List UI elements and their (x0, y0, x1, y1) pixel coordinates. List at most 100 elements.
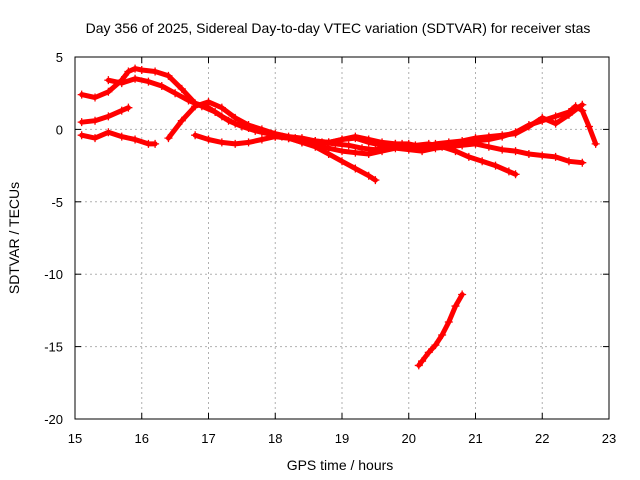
data-point (184, 96, 193, 105)
data-point (538, 116, 547, 125)
data-point (364, 135, 373, 144)
series-track-3 (77, 103, 133, 127)
x-tick-label: 17 (201, 431, 215, 446)
data-point (484, 142, 493, 151)
data-point (151, 67, 160, 76)
x-axis-label: GPS time / hours (287, 457, 394, 473)
data-point (117, 79, 126, 88)
data-point (444, 139, 453, 148)
data-point (511, 170, 520, 179)
data-point (144, 77, 153, 86)
data-point (124, 103, 133, 112)
data-point (451, 302, 460, 311)
series-trace (192, 132, 585, 166)
data-point (104, 87, 113, 96)
series-track-8 (414, 290, 467, 370)
data-point (551, 152, 560, 161)
data-point (524, 150, 533, 159)
x-tick-label: 21 (468, 431, 482, 446)
data-point (564, 157, 573, 166)
data-point (204, 135, 213, 144)
data-point (464, 152, 473, 161)
data-point (351, 148, 360, 157)
data-point (191, 131, 200, 140)
data-point (164, 134, 173, 143)
data-point (471, 136, 480, 145)
axis-ticks (74, 56, 610, 420)
series-track-7 (271, 102, 600, 151)
data-point (538, 151, 547, 160)
data-point (414, 361, 423, 370)
data-point (431, 341, 440, 350)
data-point (244, 138, 253, 147)
series-track-4 (77, 128, 160, 148)
data-point (424, 348, 433, 357)
data-point (364, 150, 373, 159)
series-track-6 (191, 131, 587, 167)
data-point (344, 141, 353, 150)
x-tick-label: 22 (535, 431, 549, 446)
data-point (151, 139, 160, 148)
data-point (77, 90, 86, 99)
data-point (231, 113, 240, 122)
data-point (211, 108, 220, 117)
data-point (124, 67, 133, 76)
data-point (351, 164, 360, 173)
data-point (284, 134, 293, 143)
x-tick-label: 15 (68, 431, 82, 446)
data-point (257, 135, 266, 144)
data-point (418, 142, 427, 151)
data-point (591, 139, 600, 148)
data-point (117, 106, 126, 115)
data-point (378, 147, 387, 156)
data-point (171, 89, 180, 98)
x-tick-label: 19 (335, 431, 349, 446)
data-point (351, 132, 360, 141)
data-point (224, 116, 233, 125)
data-point (491, 161, 500, 170)
data-point (564, 108, 573, 117)
x-tick-label: 16 (135, 431, 149, 446)
data-point (297, 135, 306, 144)
data-point (338, 135, 346, 144)
x-tick-label: 23 (602, 431, 616, 446)
data-point (338, 147, 346, 156)
data-point (204, 97, 213, 106)
data-point (311, 136, 320, 145)
data-point (364, 171, 373, 180)
y-tick-label: -5 (51, 195, 63, 210)
series-track-2 (104, 74, 520, 179)
data-point (77, 118, 86, 127)
data-point (231, 139, 240, 148)
data-point (91, 93, 100, 102)
data-point (91, 134, 100, 143)
data-point (77, 131, 86, 140)
data-point (391, 139, 400, 148)
chart-title: Day 356 of 2025, Sidereal Day-to-day VTE… (86, 20, 591, 36)
series-trace (416, 292, 465, 368)
y-tick-label: 0 (56, 122, 63, 137)
data-point (498, 145, 507, 154)
data-point (104, 76, 113, 85)
data-point (458, 290, 467, 299)
data-point (338, 157, 346, 166)
y-tick-label: 5 (56, 50, 63, 65)
data-point (578, 106, 587, 115)
y-tick-label: -20 (44, 412, 63, 427)
data-point (131, 64, 140, 73)
data-point (571, 102, 580, 111)
data-point (177, 84, 186, 93)
data-point (324, 138, 333, 147)
data-point (117, 132, 126, 141)
data-point (244, 121, 253, 130)
data-point (524, 121, 533, 130)
data-point (404, 141, 413, 150)
data-point (584, 122, 593, 131)
data-point (104, 128, 113, 137)
data-point (131, 135, 140, 144)
data-point (137, 66, 146, 75)
data-point (164, 71, 173, 80)
data-point (484, 135, 493, 144)
data-point (157, 81, 166, 90)
